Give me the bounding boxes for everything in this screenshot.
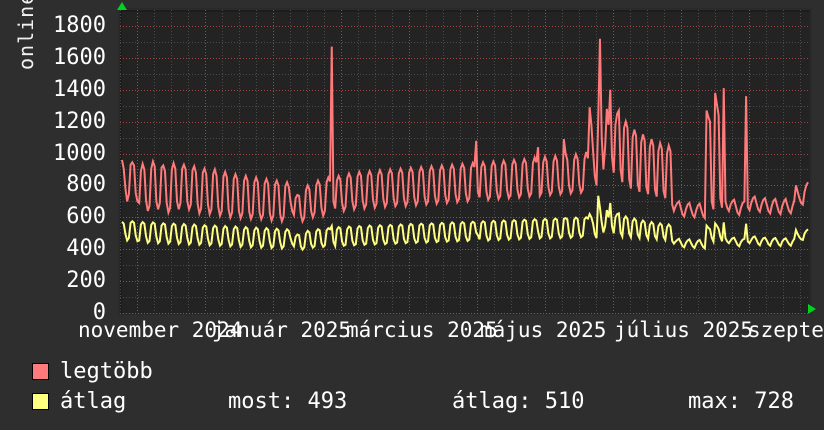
x-axis-arrow-icon bbox=[808, 304, 816, 314]
y-tick-label: 1600 bbox=[53, 44, 106, 70]
y-tick-label: 1400 bbox=[53, 76, 106, 102]
legend-row-avg: átlag most: 493 átlag: 510 max: 728 bbox=[0, 388, 824, 416]
y-tick-label: 1200 bbox=[53, 108, 106, 134]
data-series-svg bbox=[121, 38, 809, 252]
y-tick-label: 600 bbox=[66, 204, 106, 230]
legend-swatch-legtobb bbox=[32, 363, 49, 380]
x-tick-label: szeptember 2025 bbox=[748, 318, 824, 342]
legend-swatch-atlag bbox=[32, 393, 49, 410]
legend-label-atlag: átlag bbox=[60, 389, 127, 414]
y-axis-labels: 0 200 400 600 800 1000 1200 1400 1600 1800 bbox=[0, 0, 112, 330]
series-line-atlag bbox=[121, 195, 809, 252]
y-tick-label: 400 bbox=[66, 236, 106, 262]
stat-max: max: 728 bbox=[688, 389, 794, 414]
stat-most: most: 493 bbox=[228, 389, 348, 414]
legend: legtöbb átlag most: 493 átlag: 510 max: … bbox=[0, 358, 824, 422]
plot-area bbox=[120, 10, 810, 314]
y-tick-label: 1000 bbox=[53, 140, 106, 166]
x-tick-label: május 2025 bbox=[480, 318, 607, 342]
x-axis-labels: november 2024 január 2025 március 2025 máju… bbox=[0, 318, 824, 342]
y-tick-label: 0 bbox=[92, 300, 106, 325]
y-tick-label: 800 bbox=[66, 172, 106, 198]
y-tick-label: 200 bbox=[66, 268, 106, 294]
x-tick-label: július 2025 bbox=[614, 318, 754, 342]
x-tick-label: november 2024 bbox=[78, 318, 243, 342]
legend-row-max: legtöbb bbox=[0, 358, 824, 386]
legend-label-legtobb: legtöbb bbox=[60, 359, 153, 384]
series-line-legtobb bbox=[121, 38, 809, 225]
stat-atlag: átlag: 510 bbox=[452, 389, 585, 414]
y-axis-arrow-icon bbox=[117, 2, 127, 10]
x-tick-label: január 2025 bbox=[212, 318, 352, 342]
x-tick-label: március 2025 bbox=[346, 318, 498, 342]
y-tick-label: 1800 bbox=[53, 12, 106, 38]
